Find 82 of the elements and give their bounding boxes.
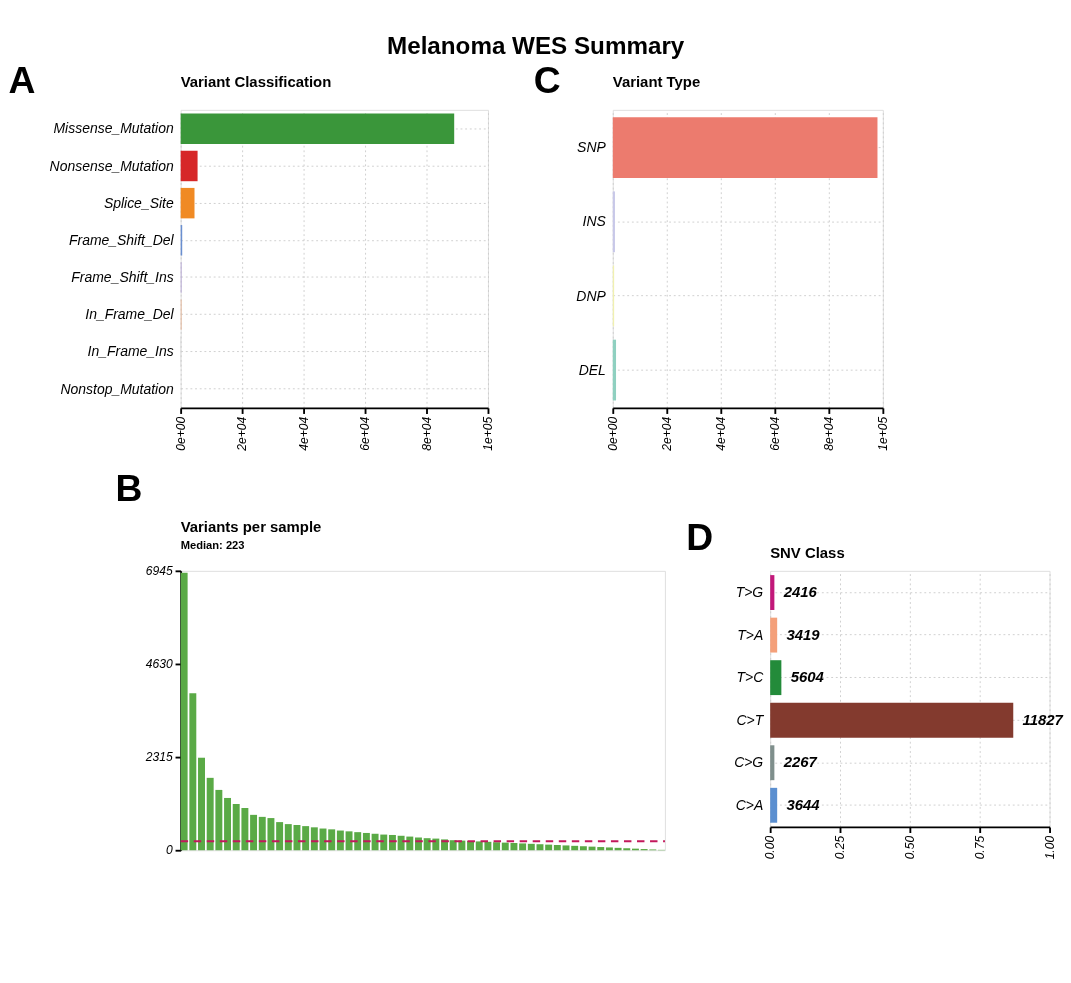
bar — [553, 845, 561, 851]
y-tick-label: 0 — [166, 843, 174, 858]
x-tick-label: 2e+04 — [235, 416, 250, 452]
annotation: 3644 — [786, 796, 821, 813]
y-tick-label: In_Frame_Ins — [87, 343, 174, 360]
annotation: 3419 — [786, 626, 821, 643]
y-tick-label: DEL — [578, 361, 606, 378]
text: Melanoma WES Summary — [387, 32, 685, 60]
x-tick-label: 4e+04 — [296, 416, 311, 451]
x-tick-label: 0e+00 — [605, 416, 620, 451]
bar — [180, 113, 455, 145]
text: D — [686, 516, 714, 559]
y-tick-label: 4630 — [145, 657, 174, 672]
bar — [493, 842, 501, 851]
y-tick-label: Nonstop_Mutation — [60, 380, 174, 397]
x-tick-label: 0.50 — [903, 835, 918, 860]
bar — [770, 787, 778, 823]
annotation: 5604 — [790, 669, 825, 686]
bar — [276, 822, 284, 851]
x-tick-label: 2e+04 — [660, 416, 674, 452]
bar — [224, 797, 232, 851]
x-tick-label: 1.00 — [1042, 835, 1057, 860]
chart-title: SNV Class — [770, 544, 845, 561]
y-tick-label: Nonsense_Mutation — [49, 157, 174, 174]
y-tick-label: Splice_Site — [103, 194, 174, 211]
x-tick-label: 0.00 — [763, 835, 778, 860]
y-tick-label: In_Frame_Del — [85, 306, 175, 323]
chart-title: Variant Type — [612, 73, 701, 90]
x-tick-label: 0.25 — [833, 835, 848, 860]
x-tick-label: 6e+04 — [768, 416, 783, 451]
x-tick-label: 4e+04 — [714, 416, 729, 451]
y-tick-label: INS — [582, 213, 607, 230]
bar — [250, 814, 258, 851]
x-tick-label: 8e+04 — [822, 416, 837, 451]
bar — [612, 339, 617, 401]
y-tick-label: SNP — [577, 139, 607, 156]
x-tick-label: 8e+04 — [419, 416, 434, 451]
annotation: 11827 — [1022, 711, 1064, 728]
bar — [579, 846, 587, 851]
bar — [328, 829, 336, 851]
x-tick-label: 6e+04 — [358, 416, 373, 451]
y-tick-label: T>G — [735, 584, 764, 601]
annotation: 2416 — [782, 584, 818, 601]
bar — [180, 150, 198, 182]
bar — [612, 191, 615, 253]
bar — [770, 702, 1014, 738]
bar — [770, 745, 775, 781]
y-tick-label: T>A — [737, 626, 764, 643]
bar — [180, 187, 195, 219]
bar — [605, 847, 613, 851]
y-tick-label: C>G — [734, 754, 764, 771]
chart-subtitle: Median: 223 — [180, 538, 245, 551]
bar — [310, 827, 318, 851]
bar — [571, 845, 579, 851]
chart-title: Variants per sample — [180, 518, 322, 535]
y-tick-label: Missense_Mutation — [53, 120, 174, 137]
bar — [612, 117, 878, 179]
x-tick-label: 0.75 — [972, 835, 987, 860]
y-tick-label: Frame_Shift_Ins — [71, 269, 174, 286]
bar — [770, 660, 782, 696]
bar — [527, 843, 535, 851]
text: B — [115, 467, 143, 510]
x-tick-label: 0e+00 — [173, 416, 188, 451]
y-tick-label: 2315 — [144, 750, 174, 765]
y-tick-label: DNP — [576, 287, 607, 304]
bar — [519, 843, 527, 851]
text: A — [8, 59, 36, 102]
x-tick-label: 1e+05 — [481, 416, 496, 451]
x-tick-label: 1e+05 — [876, 416, 891, 451]
y-tick-label: T>C — [736, 669, 765, 686]
annotation: 2267 — [782, 754, 818, 771]
y-tick-label: C>A — [735, 796, 764, 813]
bar — [302, 826, 310, 851]
bar — [545, 844, 553, 851]
y-tick-label: Frame_Shift_Del — [68, 231, 175, 248]
chart-title: Variant Classification — [180, 73, 332, 90]
bar — [770, 617, 778, 653]
y-tick-label: C>T — [736, 711, 765, 728]
bar — [770, 575, 775, 610]
y-tick-label: 6945 — [145, 564, 174, 579]
bar — [198, 757, 205, 851]
text: C — [533, 59, 561, 102]
